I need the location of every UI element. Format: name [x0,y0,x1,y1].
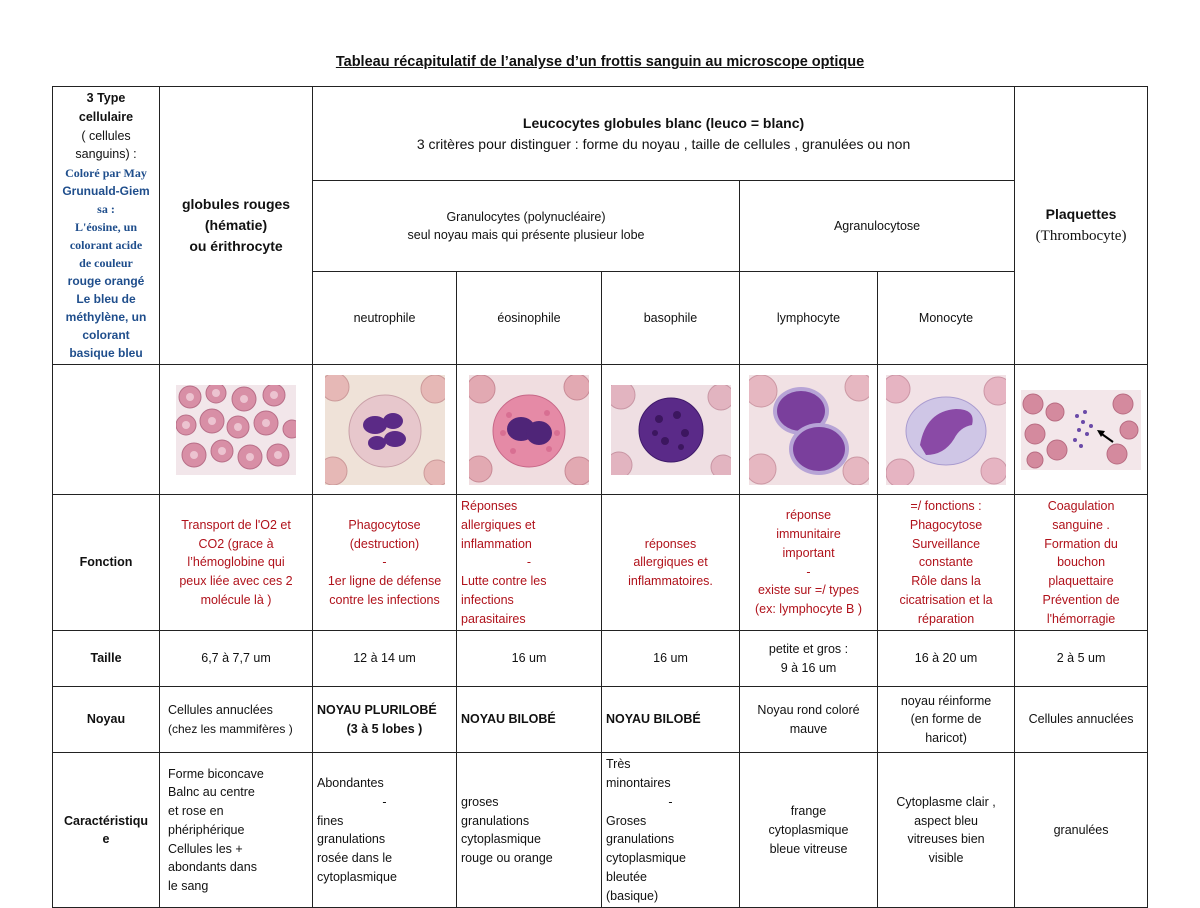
noyau-eosinophile: NOYAU BILOBÉ [456,686,602,754]
corner-line-2: cellulaire [78,109,134,124]
leuco-header-cell: Leucocytes globules blanc (leuco = blanc… [311,85,1016,182]
fonction-plaquettes: Coagulation sanguine . Formation du bouc… [1014,493,1149,632]
fonction-neutrophile: Phagocytose (destruction) - 1er ligne de… [312,493,457,632]
cell-type-monocyte: Monocyte [876,271,1016,365]
leuco-subtitle: 3 critères pour distinguer : forme du no… [416,135,911,152]
noyau-plaquettes: Cellules annuclées [1014,686,1149,754]
row-label-noyau: Noyau [52,686,160,754]
taille-neutrophile: 12 à 14 um [312,630,457,688]
page-title: Tableau récapitulatif de l’analyse d’un … [335,54,865,70]
stain-note: Coloré par May Grunuald-Giem sa : L'éosi… [62,166,150,360]
taille-gr: 6,7 à 7,7 um [159,630,313,688]
caracteristique-basophile: Très minontaires - Groses granulations c… [601,752,740,908]
eosinophil-image-cell [456,364,602,495]
image-row-label [52,364,160,495]
fonction-lymphocyte: réponse immunitaire important - existe s… [739,493,878,632]
monocyte-micrograph [886,374,1007,485]
caracteristique-lymphocyte: frange cytoplasmique bleue vitreuse [739,752,878,908]
noyau-neutrophile: NOYAU PLURILOBÉ (3 à 5 lobes ) [312,686,457,754]
eosinophil-micrograph [469,374,589,485]
monocyte-image-cell [876,364,1016,495]
platelet-image-cell [1014,364,1149,495]
noyau-monocyte: noyau réinforme (en forme de haricot) [876,686,1016,754]
agranulo-header-cell: Agranulocytose [738,180,1016,273]
noyau-gr: Cellules annuclées (chez les mammifères … [159,686,313,754]
row-label-fonction: Fonction [52,493,160,632]
cell-type-lymphocyte: lymphocyte [739,271,878,365]
leuco-title: Leucocytes globules blanc (leuco = blanc… [522,114,805,131]
noyau-lymphocyte: Noyau rond coloré mauve [739,686,878,754]
basophil-image-cell [601,364,740,495]
row-label-caracteristique: Caractéristiqu e [52,752,160,908]
cell-type-eosinophile: éosinophile [456,271,602,365]
lymphocyte-micrograph [748,374,869,485]
caracteristique-plaquettes: granulées [1014,752,1149,908]
cell-type-basophile: basophile [601,271,740,365]
gr-header-cell: globules rouges (hématie) ou érithrocyte [159,86,313,365]
corner-header-cell: 3 Type cellulaire ( cellules sanguins) :… [52,86,160,365]
fonction-basophile: réponses allergiques et inflammatoires. [601,493,740,632]
fonction-monocyte: =/ fonctions : Phagocytose Surveillance … [876,493,1016,632]
corner-line-3: ( cellules [81,128,131,143]
neutrophil-image-cell [312,364,457,495]
rbc-image-cell [159,364,313,495]
row-label-taille: Taille [52,630,160,688]
corner-line-1: 3 Type [86,91,126,105]
fonction-gr: Transport de l'O2 et CO2 (grace à l’hémo… [159,493,313,632]
caracteristique-eosinophile: groses granulations cytoplasmique rouge … [456,752,602,908]
platelet-micrograph [1021,389,1142,470]
taille-lymphocyte: petite et gros : 9 à 16 um [739,630,878,688]
corner-line-4: sanguins) : [75,147,137,162]
taille-monocyte: 16 à 20 um [876,630,1016,688]
noyau-basophile: NOYAU BILOBÉ [601,686,740,754]
summary-table: 3 Type cellulaire ( cellules sanguins) :… [52,85,1149,908]
caracteristique-neutrophile: Abondantes - fines granulations rosée da… [312,752,457,908]
plaquettes-header-cell: Plaquettes (Thrombocyte) [1014,86,1149,365]
lymphocyte-image-cell [739,364,878,495]
rbc-micrograph [176,384,296,475]
caracteristique-gr: Forme biconcave Balnc au centre et rose … [159,752,313,908]
basophil-micrograph [610,384,731,475]
granulo-header-cell: Granulocytes (polynucléaire) seul noyau … [312,180,740,273]
neutrophil-micrograph [324,374,445,485]
fonction-eosinophile: Réponses allergiques et inflammation - L… [456,493,602,632]
taille-basophile: 16 um [601,630,740,688]
taille-eosinophile: 16 um [456,630,602,688]
caracteristique-monocyte: Cytoplasme clair , aspect bleu vitreuses… [876,752,1016,908]
taille-plaquettes: 2 à 5 um [1014,630,1149,688]
cell-type-neutrophile: neutrophile [312,271,457,365]
